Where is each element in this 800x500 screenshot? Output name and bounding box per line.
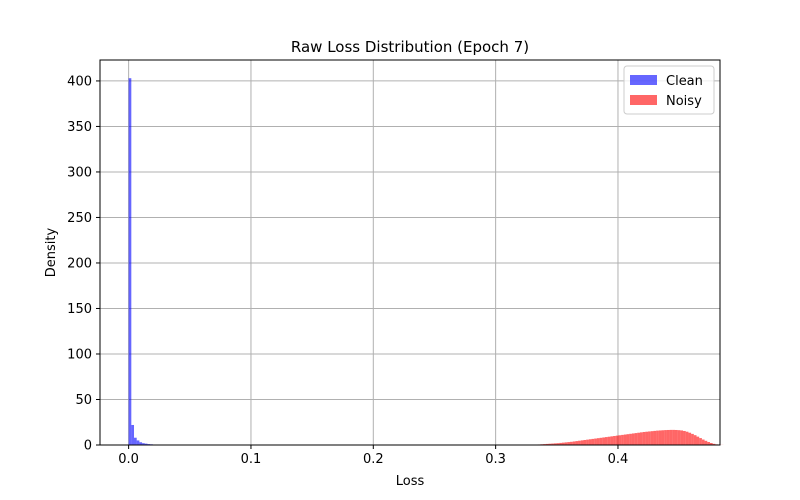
noisy-bar — [575, 441, 579, 445]
clean-bar — [144, 443, 148, 445]
noisy-bar — [704, 440, 708, 445]
noisy-bar — [701, 439, 705, 445]
legend-swatch-clean — [630, 75, 657, 85]
noisy-bar — [672, 429, 675, 445]
noisy-bar — [642, 431, 646, 445]
y-tick-label: 50 — [75, 393, 92, 408]
noisy-bar — [666, 429, 670, 445]
y-tick-label: 400 — [67, 74, 92, 89]
noisy-bar — [583, 439, 587, 445]
noisy-bar — [637, 432, 640, 445]
y-tick-label: 150 — [67, 302, 92, 317]
noisy-bar — [559, 442, 562, 445]
x-tick-label: 0.2 — [363, 452, 384, 467]
noisy-bar — [553, 443, 557, 445]
noisy-bar — [648, 431, 651, 445]
noisy-bar — [548, 443, 552, 445]
noisy-bar — [645, 431, 649, 445]
noisy-bar — [664, 430, 667, 445]
noisy-bar — [621, 434, 624, 445]
y-tick-label: 0 — [84, 439, 92, 454]
noisy-bar — [683, 430, 686, 445]
noisy-bar — [610, 436, 614, 445]
noisy-bar — [599, 437, 603, 445]
chart-title: Raw Loss Distribution (Epoch 7) — [291, 38, 529, 56]
y-tick-label: 200 — [67, 256, 92, 271]
noisy-bar — [658, 430, 662, 445]
noisy-bar — [618, 435, 622, 445]
noisy-bar — [586, 439, 589, 445]
noisy-bar — [561, 442, 565, 445]
noisy-bar — [578, 440, 581, 445]
noisy-bar — [650, 431, 654, 445]
x-tick-label: 0.4 — [608, 452, 629, 467]
noisy-bar — [661, 430, 665, 445]
noisy-bar — [551, 443, 554, 445]
noisy-bar — [613, 435, 616, 445]
clean-bar — [128, 78, 132, 445]
noisy-bar — [653, 430, 657, 445]
clean-bar — [136, 440, 140, 445]
noisy-bar — [674, 429, 678, 445]
plot-frame — [99, 59, 721, 446]
noisy-bar — [602, 437, 606, 445]
noisy-bar — [556, 443, 560, 445]
noisy-bar — [596, 438, 600, 445]
noisy-bar — [580, 440, 584, 445]
noisy-bar — [669, 429, 673, 445]
noisy-bar — [607, 436, 611, 445]
y-axis-label: Density — [44, 227, 59, 277]
noisy-bar — [634, 433, 638, 445]
noisy-bar — [594, 438, 597, 445]
noisy-bar — [623, 434, 627, 445]
noisy-bar — [680, 430, 684, 445]
noisy-bar — [691, 433, 694, 445]
noisy-bar — [572, 441, 576, 445]
noisy-bar — [629, 433, 632, 445]
noisy-bar — [707, 441, 710, 445]
clean-bar — [139, 442, 143, 445]
noisy-bar — [545, 443, 549, 445]
noisy-bar — [685, 431, 689, 445]
noisy-bar — [656, 430, 659, 445]
y-tick-label: 250 — [67, 211, 92, 226]
grid-lines — [100, 60, 720, 446]
legend-swatch-noisy — [630, 95, 657, 105]
legend-label-clean: Clean — [666, 74, 703, 89]
y-tick-label: 300 — [67, 165, 92, 180]
clean-bar — [131, 424, 135, 445]
noisy-bar — [688, 432, 692, 445]
noisy-bar — [567, 442, 571, 445]
x-tick-label: 0.1 — [241, 452, 262, 467]
y-tick-label: 100 — [67, 347, 92, 362]
noisy-bar — [605, 437, 608, 445]
noisy-bar — [639, 432, 643, 445]
noisy-bar — [570, 441, 573, 445]
noisy-bar — [631, 433, 635, 445]
x-tick-label: 0.0 — [118, 452, 139, 467]
histogram-bars — [128, 78, 724, 445]
noisy-bar — [709, 442, 713, 445]
clean-bar — [134, 437, 137, 445]
noisy-bar — [677, 430, 681, 445]
legend: Clean Noisy — [623, 65, 715, 115]
x-axis-label: Loss — [396, 474, 425, 489]
legend-label-noisy: Noisy — [666, 94, 702, 109]
x-tick-label: 0.3 — [485, 452, 506, 467]
axis-ticks: 0.0 0.1 0.2 0.3 0.4 0 50 100 150 200 250 300 350 400 — [67, 74, 628, 467]
noisy-bar — [696, 436, 700, 445]
noisy-bar — [699, 438, 702, 445]
clean-bar — [142, 443, 145, 445]
noisy-bar — [626, 434, 630, 445]
y-tick-label: 350 — [67, 120, 92, 135]
noisy-bar — [564, 442, 568, 445]
noisy-bar — [712, 443, 716, 445]
noisy-bar — [615, 435, 619, 445]
noisy-bar — [591, 438, 595, 445]
noisy-bar — [693, 435, 697, 445]
noisy-bar — [588, 439, 592, 445]
